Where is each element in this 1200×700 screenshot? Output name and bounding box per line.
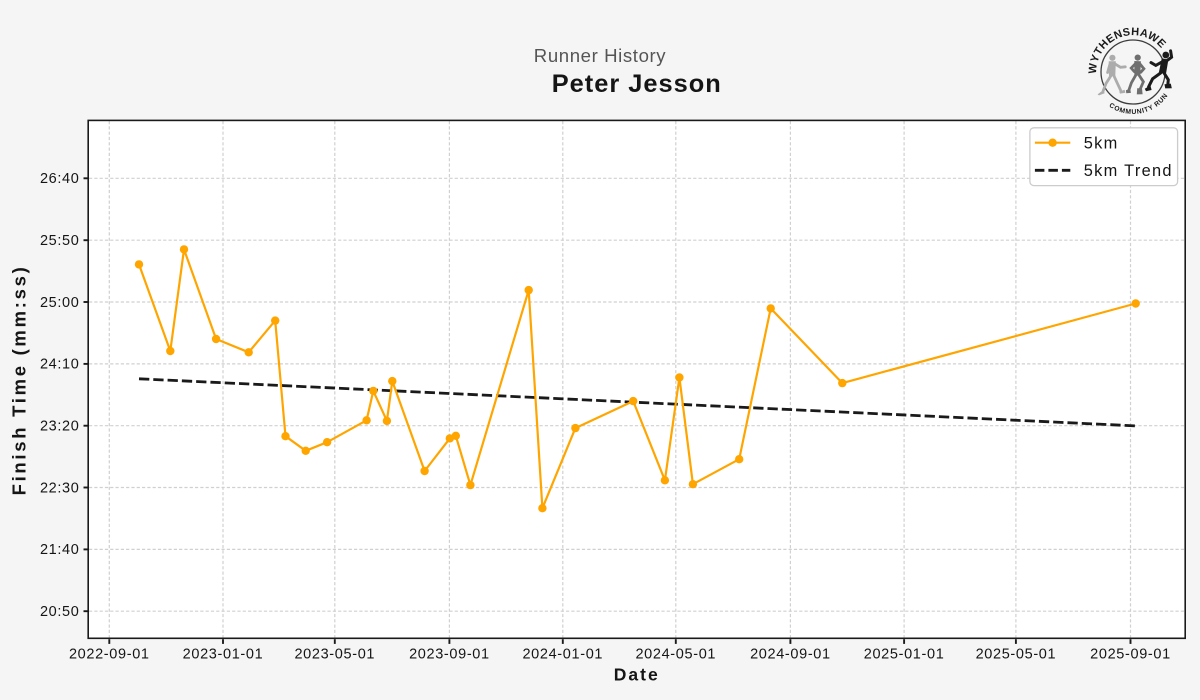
svg-text:2025-01-01: 2025-01-01: [864, 647, 945, 663]
svg-text:2024-09-01: 2024-09-01: [750, 647, 831, 663]
svg-text:Peter Jesson: Peter Jesson: [552, 70, 722, 98]
svg-text:Finish Time (mm:ss): Finish Time (mm:ss): [9, 265, 30, 496]
svg-text:5km: 5km: [1084, 134, 1119, 152]
svg-text:22:30: 22:30: [40, 480, 80, 496]
svg-text:2022-09-01: 2022-09-01: [69, 647, 150, 663]
svg-text:20:50: 20:50: [40, 604, 80, 620]
svg-text:2024-05-01: 2024-05-01: [635, 647, 716, 663]
svg-text:26:40: 26:40: [40, 171, 80, 187]
svg-text:23:20: 23:20: [40, 419, 80, 435]
svg-text:2025-05-01: 2025-05-01: [976, 647, 1057, 663]
svg-text:24:10: 24:10: [40, 357, 80, 373]
svg-text:Date: Date: [614, 665, 660, 685]
svg-text:25:50: 25:50: [40, 233, 80, 249]
svg-text:Runner History: Runner History: [534, 45, 667, 66]
svg-text:2023-05-01: 2023-05-01: [294, 647, 375, 663]
svg-text:25:00: 25:00: [40, 295, 80, 311]
svg-text:5km Trend: 5km Trend: [1084, 162, 1173, 180]
svg-text:2023-01-01: 2023-01-01: [183, 647, 264, 663]
svg-text:2024-01-01: 2024-01-01: [522, 647, 603, 663]
svg-text:21:40: 21:40: [40, 542, 80, 558]
svg-text:2025-09-01: 2025-09-01: [1090, 647, 1171, 663]
svg-text:2023-09-01: 2023-09-01: [409, 647, 490, 663]
